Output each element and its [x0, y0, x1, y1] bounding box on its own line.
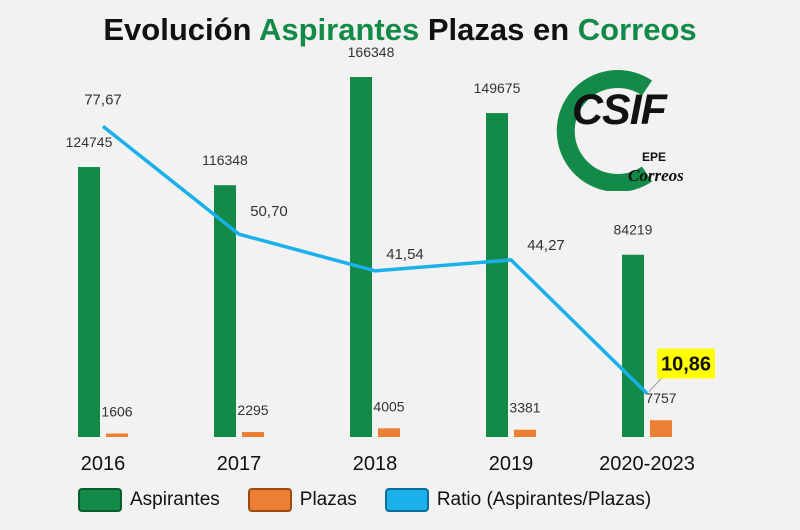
logo-sub-epe: EPE	[642, 150, 667, 164]
x-tick-label: 2017	[217, 453, 262, 475]
chart-plot: 124745 1606 2016 116348 2295 2017 166348 4005 20…	[66, 44, 715, 475]
label-aspirantes: 84219	[614, 222, 653, 238]
bar-aspirantes	[622, 254, 644, 437]
label-plazas: 2295	[237, 402, 268, 418]
x-tick-label: 2018	[353, 453, 398, 475]
x-tick-label: 2016	[81, 453, 126, 475]
bar-plazas	[514, 429, 536, 437]
bar-plazas	[106, 433, 128, 437]
logo-text: CSIF	[572, 86, 667, 134]
bar-aspirantes	[486, 113, 508, 437]
ratio-label: 44,27	[527, 237, 565, 254]
legend-swatch-aspirantes	[78, 488, 122, 512]
bar-aspirantes	[214, 185, 236, 437]
legend: Aspirantes Plazas Ratio (Aspirantes/Plaz…	[78, 485, 679, 515]
x-tick-label: 2020-2023	[599, 453, 695, 475]
legend-label-ratio: Ratio (Aspirantes/Plazas)	[436, 489, 652, 510]
ratio-label-highlight: 10,86	[661, 354, 711, 376]
ratio-label: 50,70	[250, 203, 288, 220]
bar-plazas	[242, 432, 264, 437]
ratio-line	[101, 124, 649, 395]
ratio-label: 77,67	[84, 91, 122, 108]
title-part-3: Plazas en	[427, 12, 570, 47]
ratio-label: 41,54	[386, 246, 424, 263]
logo-sub-correos: Correos	[628, 166, 684, 185]
bar-plazas	[650, 420, 672, 437]
label-aspirantes: 149675	[474, 80, 521, 96]
label-aspirantes: 124745	[66, 134, 113, 150]
legend-item-ratio: Ratio (Aspirantes/Plazas)	[384, 488, 652, 512]
legend-swatch-plazas	[247, 488, 292, 512]
label-plazas: 7757	[645, 390, 676, 406]
label-plazas: 1606	[101, 404, 132, 420]
legend-swatch-ratio	[384, 488, 429, 512]
label-aspirantes: 166348	[348, 44, 395, 60]
csif-logo: CSIF EPE Correos	[552, 66, 702, 192]
title-part-4: Correos	[577, 12, 697, 47]
bar-aspirantes	[350, 77, 372, 437]
title-part-2: Aspirantes	[258, 12, 420, 47]
legend-item-aspirantes: Aspirantes	[78, 488, 220, 512]
label-aspirantes: 116348	[202, 152, 248, 168]
label-plazas: 4005	[373, 398, 404, 414]
bar-aspirantes	[78, 167, 100, 438]
title-part-1: Evolución	[103, 12, 252, 47]
legend-label-plazas: Plazas	[299, 489, 357, 510]
bar-plazas	[378, 428, 400, 437]
ratio-highlight-box	[657, 348, 715, 379]
x-tick-label: 2019	[489, 453, 534, 475]
chart-title: Evolución Aspirantes Plazas en Correos	[0, 12, 800, 48]
label-plazas: 3381	[509, 400, 540, 416]
logo-c-mark	[556, 70, 653, 192]
legend-item-plazas: Plazas	[247, 488, 357, 512]
legend-label-aspirantes: Aspirantes	[130, 489, 220, 510]
